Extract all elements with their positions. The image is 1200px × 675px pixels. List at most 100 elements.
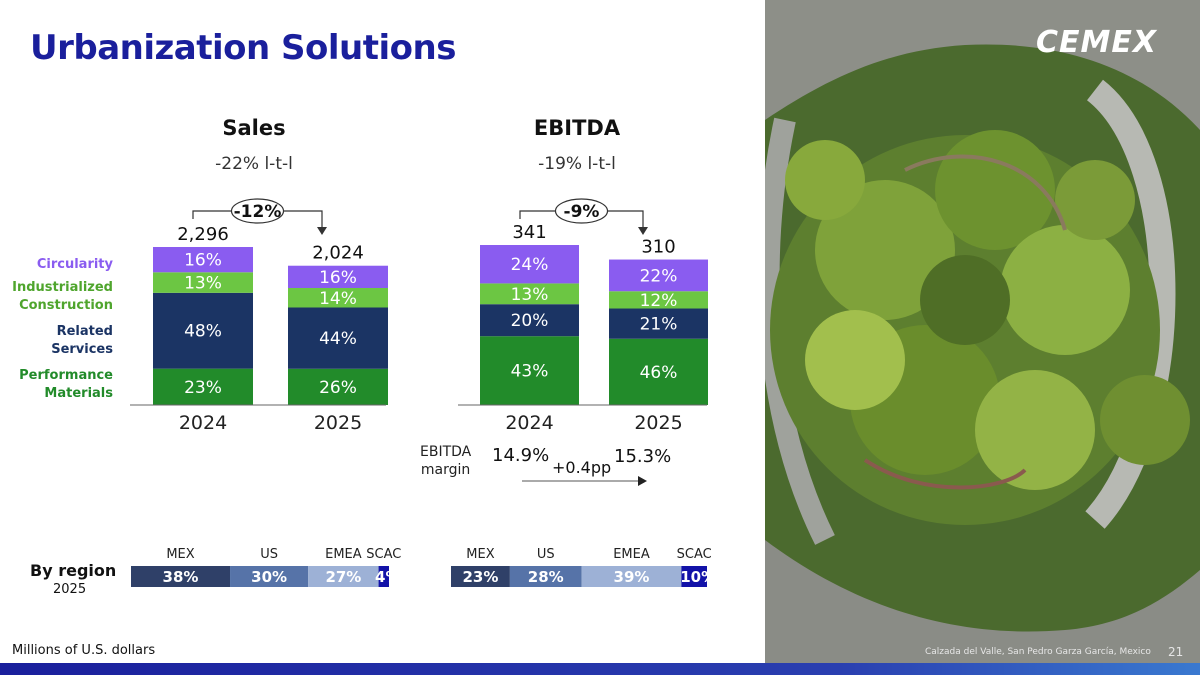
- ebitda-region-bar-us: [509, 566, 582, 587]
- sales-label-2024-related: 48%: [184, 322, 222, 342]
- sales-change-ltl: -22% l-t-l: [215, 154, 293, 174]
- sales-label-2025-performance: 26%: [319, 378, 357, 398]
- cemex-logo: CEMEX: [1036, 25, 1157, 60]
- sales-change-bubble: [230, 198, 285, 224]
- ebitda-bar-2025-performance: [609, 338, 708, 405]
- ebitda-region-value-emea: 39%: [614, 568, 650, 586]
- ebitda-label-2025-circularity: 22%: [640, 266, 678, 286]
- ebitda-region-value-us: 28%: [528, 568, 564, 586]
- sales-bar-2024-circularity: [153, 247, 253, 273]
- ebitda-bar-2025-circularity: [609, 259, 708, 292]
- sales-region-value-scac: 4%: [375, 568, 400, 586]
- ebitda-region-category-emea: EMEA: [613, 547, 650, 562]
- legend-performance-line1: Performance: [19, 368, 113, 383]
- ebitda-label-2024-related: 20%: [511, 311, 549, 331]
- sales-bar-2024-related: [153, 292, 253, 369]
- ebitda-region-category-scac: SCAC: [677, 547, 712, 562]
- ebitda-title: EBITDA: [533, 116, 621, 140]
- footnote: Millions of U.S. dollars: [12, 643, 156, 658]
- sales-label-2025-industrialized: 14%: [319, 289, 357, 309]
- sales-header: Sales -22% l-t-l: [124, 116, 384, 174]
- legend-circularity-label: Circularity: [36, 257, 113, 272]
- sales-total-2025: 2,024: [312, 243, 364, 264]
- ebitda-label-2025-related: 21%: [640, 315, 678, 335]
- sales-change-arrowhead: [317, 227, 327, 235]
- sales-xtick-2025: 2025: [314, 412, 362, 434]
- ebitda-margin-label: EBITDA margin: [420, 443, 471, 479]
- legend-related-line1: Related: [56, 324, 113, 339]
- sales-label-2024-industrialized: 13%: [184, 274, 222, 294]
- legend-circularity: Circularity: [37, 256, 113, 274]
- sales-bar-2024-performance: [153, 368, 253, 405]
- ebitda-margin-change: +0.4pp: [552, 458, 612, 477]
- ebitda-margin-label-line1: EBITDA: [420, 444, 472, 460]
- ebitda-total-2025: 310: [641, 237, 675, 258]
- sales-change-label: -12%: [234, 202, 282, 222]
- ebitda-label-2025-performance: 46%: [640, 363, 678, 383]
- ebitda-bar-2024-circularity: [480, 245, 579, 284]
- ebitda-header: EBITDA -19% l-t-l: [447, 116, 707, 174]
- sales-region-bar-mex: [131, 566, 231, 587]
- legend-related-line2: Services: [51, 342, 113, 357]
- sales-bar-2025-industrialized: [288, 288, 388, 308]
- bottom-accent-bar: [0, 663, 1200, 675]
- ebitda-bar-2025-related: [609, 308, 708, 339]
- page-title: Urbanization Solutions: [30, 28, 456, 68]
- ebitda-label-2024-circularity: 24%: [511, 255, 549, 275]
- ebitda-region-category-mex: MEX: [466, 547, 494, 562]
- ebitda-change-arrowhead: [638, 227, 648, 235]
- ebitda-change-label: -9%: [564, 202, 600, 222]
- ebitda-label-2025-industrialized: 12%: [640, 291, 678, 311]
- ebitda-region-value-mex: 23%: [462, 568, 498, 586]
- cemex-logo-text: CEMEX: [1036, 25, 1157, 60]
- sales-label-2024-circularity: 16%: [184, 251, 222, 271]
- ebitda-region-category-us: US: [537, 547, 555, 562]
- sales-label-2024-performance: 23%: [184, 378, 222, 398]
- ebitda-bar-2024-related: [480, 304, 579, 337]
- ebitda-margin-arrowhead: [638, 476, 647, 486]
- sales-region-bar-scac: [378, 566, 389, 587]
- photo-caption: Calzada del Valle, San Pedro Garza Garcí…: [925, 647, 1151, 657]
- region-year: 2025: [53, 582, 87, 597]
- legend-performance: Performance Materials: [19, 367, 113, 403]
- ebitda-region-bar-scac: [681, 566, 707, 587]
- sales-title: Sales: [222, 116, 286, 140]
- sales-region-category-emea: EMEA: [325, 547, 362, 562]
- ebitda-xtick-2025: 2025: [634, 412, 682, 434]
- ebitda-region-value-scac: 10%: [680, 568, 716, 586]
- ebitda-xtick-2024: 2024: [505, 412, 553, 434]
- sales-region-category-scac: SCAC: [366, 547, 401, 562]
- sales-region-bar-emea: [308, 566, 379, 587]
- aerial-photo-illustration: [765, 0, 1200, 663]
- sales-bar-2025-related: [288, 307, 388, 369]
- legend-related: Related Services: [51, 323, 113, 359]
- sales-region-category-mex: MEX: [166, 547, 194, 562]
- ebitda-change-ltl: -19% l-t-l: [538, 154, 616, 174]
- ebitda-margin-2025: 15.3%: [614, 446, 672, 467]
- ebitda-label-2024-performance: 43%: [511, 362, 549, 382]
- sales-bar-2024-industrialized: [153, 272, 253, 293]
- ebitda-bar-2025-industrialized: [609, 291, 708, 309]
- region-title: By region: [30, 561, 117, 580]
- sales-region-value-mex: 38%: [163, 568, 199, 586]
- ebitda-bar-2024-industrialized: [480, 283, 579, 305]
- legend-industrialized-line1: Industrialized: [12, 280, 113, 295]
- sales-region-bar-us: [230, 566, 309, 587]
- legend-performance-line2: Materials: [44, 386, 113, 401]
- sales-xtick-2024: 2024: [179, 412, 227, 434]
- sales-label-2025-related: 44%: [319, 329, 357, 349]
- sales-total-2024: 2,296: [177, 224, 229, 245]
- ebitda-region-bar-mex: [451, 566, 510, 587]
- aerial-photo: [765, 0, 1200, 663]
- ebitda-margin-label-line2: margin: [420, 462, 471, 478]
- sales-region-category-us: US: [260, 547, 278, 562]
- ebitda-region-bar-emea: [581, 566, 682, 587]
- sales-label-2025-circularity: 16%: [319, 268, 357, 288]
- page-number: 21: [1168, 645, 1184, 659]
- ebitda-total-2024: 341: [512, 222, 546, 243]
- sales-region-value-emea: 27%: [325, 568, 361, 586]
- legend-industrialized-line2: Construction: [19, 298, 113, 313]
- ebitda-label-2024-industrialized: 13%: [511, 285, 549, 305]
- ebitda-bar-2024-performance: [480, 336, 579, 405]
- sales-bar-2025-performance: [288, 368, 388, 405]
